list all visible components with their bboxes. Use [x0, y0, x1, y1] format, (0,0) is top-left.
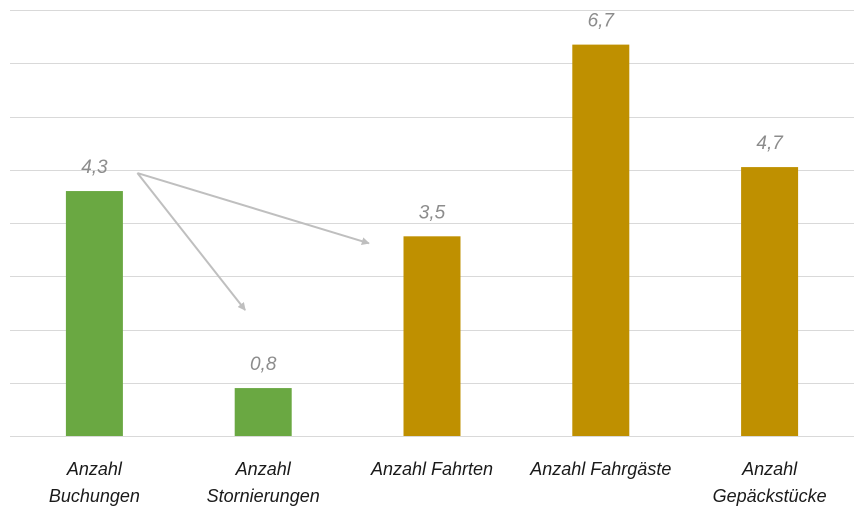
gridlines — [10, 10, 854, 437]
x-tick-label: Anzahl Fahrgäste — [529, 459, 671, 479]
x-axis-labels: Anzahl Buchungen Anzahl Stornierungen Anzahl… — [49, 459, 827, 506]
annotation-arrows — [136, 172, 370, 311]
x-tick-label: Anzahl Gepäckstücke — [713, 459, 827, 506]
bar — [741, 167, 799, 436]
data-labels: 4,3 0,8 3,5 6,7 4,7 — [81, 11, 784, 375]
data-label: 4,7 — [756, 133, 784, 154]
data-label: 3,5 — [419, 202, 446, 223]
bar — [65, 191, 123, 436]
bars — [65, 44, 799, 437]
x-tick-label: Anzahl Buchungen — [49, 459, 140, 506]
bar — [234, 388, 292, 436]
data-label: 4,3 — [81, 157, 108, 178]
x-tick-label: Anzahl Stornierungen — [207, 459, 320, 506]
bar — [403, 236, 461, 436]
data-label: 0,8 — [250, 354, 277, 375]
bar — [572, 44, 630, 437]
annotation-arrow — [136, 172, 246, 311]
annotation-arrow — [137, 172, 370, 246]
data-label: 6,7 — [588, 11, 616, 32]
x-tick-label: Anzahl Fahrten — [370, 459, 493, 479]
